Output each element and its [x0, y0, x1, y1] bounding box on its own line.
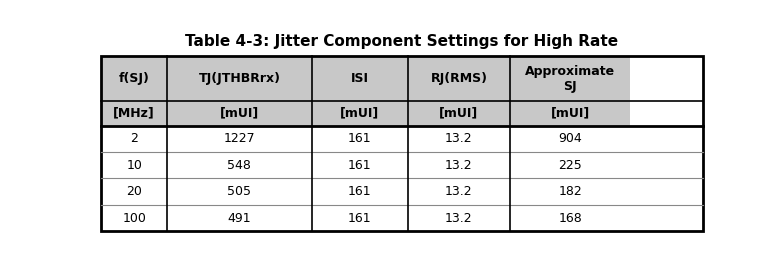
- Text: [mUI]: [mUI]: [439, 107, 478, 120]
- Text: 100: 100: [122, 212, 146, 224]
- Text: 904: 904: [558, 132, 582, 145]
- Text: f(SJ): f(SJ): [118, 72, 150, 85]
- Text: 168: 168: [558, 212, 582, 224]
- Text: 161: 161: [348, 185, 372, 198]
- Text: 13.2: 13.2: [445, 159, 473, 172]
- Text: 2: 2: [130, 132, 138, 145]
- Bar: [311, 205, 408, 231]
- Text: [mUI]: [mUI]: [220, 107, 259, 120]
- Bar: [101, 101, 167, 126]
- Bar: [101, 179, 167, 205]
- Text: 10: 10: [126, 159, 142, 172]
- Bar: [167, 152, 311, 179]
- Text: 13.2: 13.2: [445, 132, 473, 145]
- Text: TJ(JTHBRrx): TJ(JTHBRrx): [198, 72, 281, 85]
- Bar: [510, 179, 630, 205]
- Text: 491: 491: [227, 212, 251, 224]
- Text: 225: 225: [558, 159, 582, 172]
- Bar: [311, 179, 408, 205]
- Text: 161: 161: [348, 132, 372, 145]
- Bar: [101, 56, 167, 101]
- Bar: [167, 205, 311, 231]
- Bar: [101, 152, 167, 179]
- Bar: [408, 56, 510, 101]
- Text: 1227: 1227: [223, 132, 256, 145]
- Text: 161: 161: [348, 159, 372, 172]
- Text: Table 4-3: Jitter Component Settings for High Rate: Table 4-3: Jitter Component Settings for…: [185, 34, 619, 49]
- Bar: [311, 101, 408, 126]
- Bar: [167, 179, 311, 205]
- Bar: [408, 152, 510, 179]
- Text: [mUI]: [mUI]: [340, 107, 379, 120]
- Bar: [101, 56, 702, 231]
- Text: [mUI]: [mUI]: [550, 107, 590, 120]
- Bar: [510, 101, 630, 126]
- Bar: [167, 56, 311, 101]
- Bar: [311, 56, 408, 101]
- Bar: [311, 126, 408, 152]
- Text: 182: 182: [558, 185, 582, 198]
- Text: Approximate
SJ: Approximate SJ: [525, 65, 615, 93]
- Text: [MHz]: [MHz]: [113, 107, 155, 120]
- Bar: [101, 126, 167, 152]
- Bar: [510, 152, 630, 179]
- Text: 13.2: 13.2: [445, 185, 473, 198]
- Bar: [101, 205, 167, 231]
- Bar: [311, 152, 408, 179]
- Bar: [167, 126, 311, 152]
- Bar: [408, 179, 510, 205]
- Bar: [510, 205, 630, 231]
- Bar: [408, 126, 510, 152]
- Text: RJ(RMS): RJ(RMS): [430, 72, 488, 85]
- Text: ISI: ISI: [350, 72, 368, 85]
- Text: 20: 20: [126, 185, 142, 198]
- Bar: [167, 101, 311, 126]
- Bar: [408, 101, 510, 126]
- Bar: [408, 205, 510, 231]
- Text: 13.2: 13.2: [445, 212, 473, 224]
- Text: 505: 505: [227, 185, 252, 198]
- Bar: [510, 56, 630, 101]
- Text: 161: 161: [348, 212, 372, 224]
- Bar: [510, 126, 630, 152]
- Text: 548: 548: [227, 159, 252, 172]
